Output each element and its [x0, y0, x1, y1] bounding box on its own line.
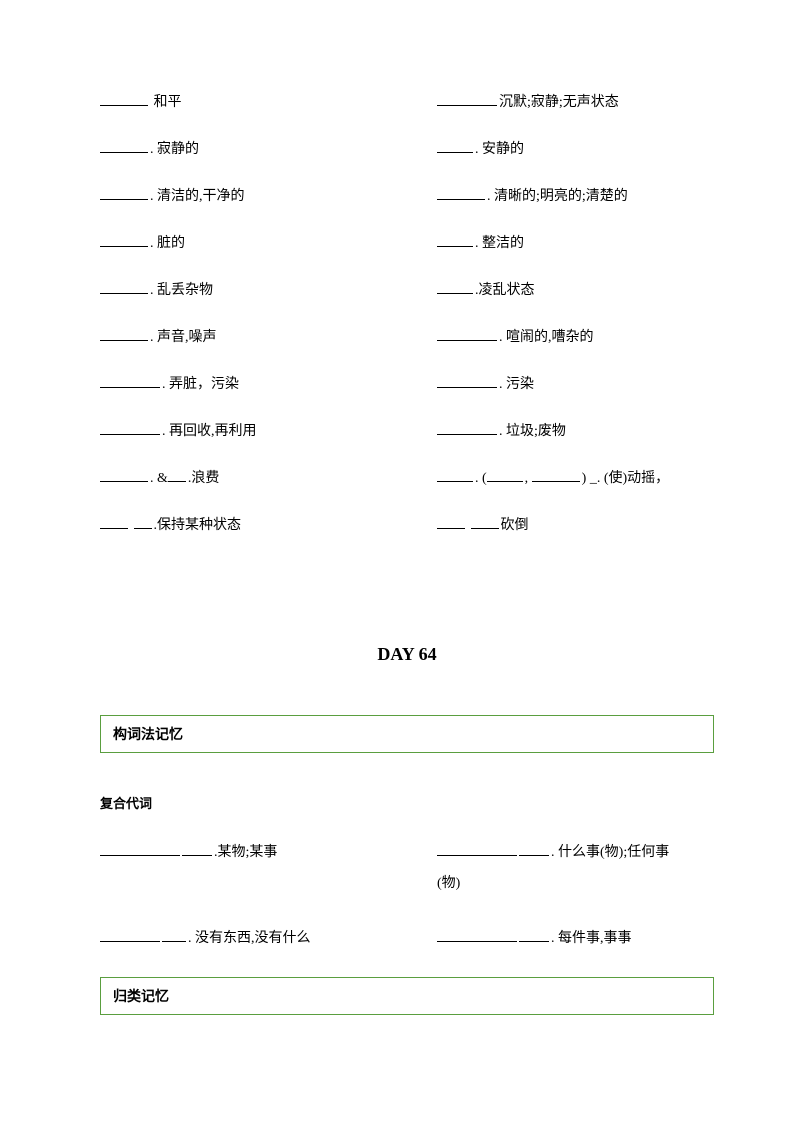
vocab-text: 整洁的 — [482, 236, 524, 251]
vocab-text: 污染 — [506, 377, 534, 392]
vocab-item: .保持某种状态 — [100, 513, 377, 534]
vocab-text: 砍倒 — [501, 518, 529, 533]
vocab-item: .某物;某事 — [100, 838, 377, 900]
vocab-text: 乱丢杂物 — [157, 283, 213, 298]
vocab-item: . (, ) _. (使)动摇， — [437, 466, 714, 487]
vocab-text: 和平 — [154, 95, 182, 110]
vocab-text: 寂静的 — [157, 142, 199, 157]
vocab-item: . 寂静的 — [100, 137, 377, 158]
day-title: DAY 64 — [100, 644, 714, 665]
vocab-item: . 整洁的 — [437, 231, 714, 252]
vocab-item: . 安静的 — [437, 137, 714, 158]
vocab-item: 沉默;寂静;无声状态 — [437, 90, 714, 111]
vocab-item: 和平 — [100, 90, 377, 111]
vocab-item: . 脏的 — [100, 231, 377, 252]
section-header-1: 构词法记忆 — [100, 715, 714, 753]
vocab-item: . 什么事(物);任何事(物) — [437, 838, 714, 900]
vocab-item: . 弄脏，污染 — [100, 372, 377, 393]
vocab-section-1: 和平 沉默;寂静;无声状态 . 寂静的 . 安静的 . 清洁的,干净的 . 清晰… — [100, 90, 714, 534]
vocab-text: 凌乱状态 — [479, 283, 535, 298]
section-header-2: 归类记忆 — [100, 977, 714, 1015]
vocab-section-2: .某物;某事 . 什么事(物);任何事(物) . 没有东西,没有什么 . 每件事… — [100, 838, 714, 947]
vocab-item: . 污染 — [437, 372, 714, 393]
vocab-item: .凌乱状态 — [437, 278, 714, 299]
vocab-item: . 乱丢杂物 — [100, 278, 377, 299]
vocab-item: . 没有东西,没有什么 — [100, 926, 377, 947]
vocab-item: . 清晰的;明亮的;清楚的 — [437, 184, 714, 205]
vocab-text: 喧闹的,嘈杂的 — [506, 330, 594, 345]
vocab-item: 砍倒 — [437, 513, 714, 534]
vocab-text: 弄脏，污染 — [169, 377, 239, 392]
vocab-text: 安静的 — [482, 142, 524, 157]
vocab-text: 清晰的;明亮的;清楚的 — [494, 189, 628, 204]
vocab-item: . 清洁的,干净的 — [100, 184, 377, 205]
vocab-text: 清洁的,干净的 — [157, 189, 245, 204]
vocab-item: . 喧闹的,嘈杂的 — [437, 325, 714, 346]
vocab-item: . 每件事,事事 — [437, 926, 714, 947]
vocab-item: . 声音,噪声 — [100, 325, 377, 346]
vocab-item: . &.浪费 — [100, 466, 377, 487]
vocab-item: . 再回收,再利用 — [100, 419, 377, 440]
vocab-text: 沉默;寂静;无声状态 — [499, 95, 619, 110]
subsection-compound: 复合代词 — [100, 793, 714, 812]
vocab-text: 垃圾;废物 — [506, 424, 566, 439]
vocab-item: . 垃圾;废物 — [437, 419, 714, 440]
vocab-text: 脏的 — [157, 236, 185, 251]
vocab-text: 声音,噪声 — [157, 330, 217, 345]
vocab-text: 再回收,再利用 — [169, 424, 257, 439]
